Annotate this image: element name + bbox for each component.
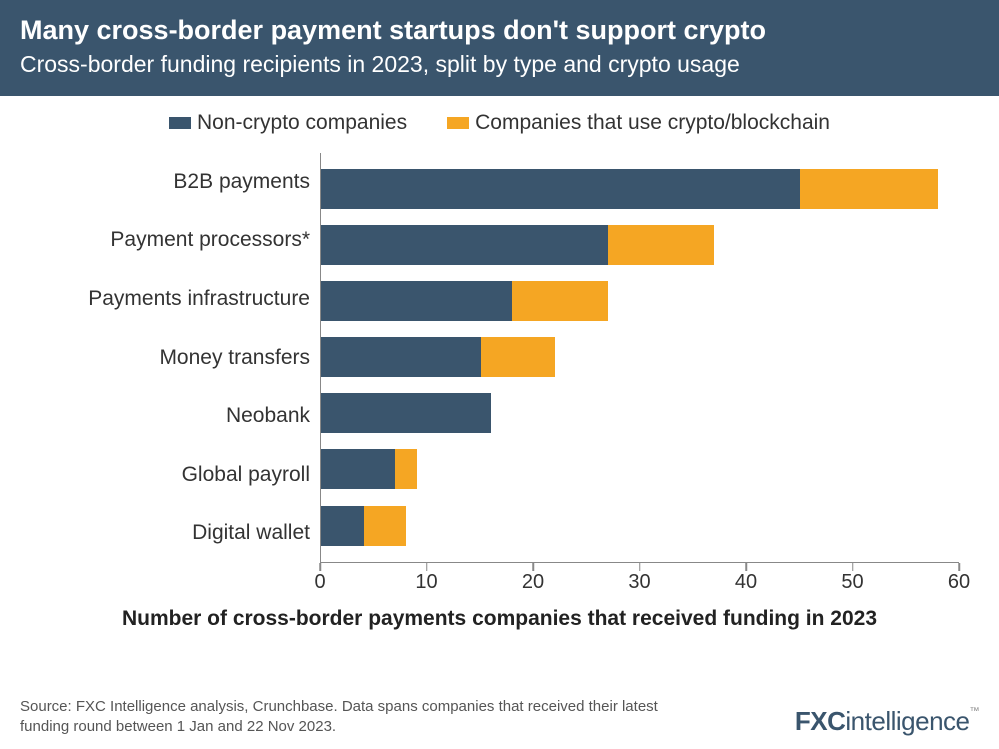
footer: Source: FXC Intelligence analysis, Crunc… — [20, 697, 979, 738]
x-tick-label: 10 — [415, 571, 437, 594]
legend-label: Companies that use crypto/blockchain — [475, 111, 830, 135]
y-label: Payments infrastructure — [40, 274, 310, 324]
legend: Non-crypto companies Companies that use … — [40, 111, 959, 135]
x-tick-label: 40 — [735, 571, 757, 594]
x-tick-mark — [319, 563, 321, 571]
bar-segment-noncrypto — [321, 393, 491, 433]
bar-segment-crypto — [481, 337, 555, 377]
x-axis-label: Number of cross-border payments companie… — [40, 607, 959, 631]
bar-segment-crypto — [800, 169, 938, 209]
x-tick-label: 60 — [948, 571, 970, 594]
y-axis-labels: B2B payments Payment processors* Payment… — [40, 153, 320, 563]
bars-region — [320, 153, 959, 563]
y-label: Global payroll — [40, 450, 310, 500]
x-tick-mark — [958, 563, 960, 571]
bar-row — [321, 506, 959, 546]
chart-area: Non-crypto companies Companies that use … — [0, 96, 999, 631]
bar-segment-noncrypto — [321, 449, 395, 489]
bar-row — [321, 337, 959, 377]
brand-logo: FXCintelligence™ — [795, 706, 979, 737]
bar-row — [321, 169, 959, 209]
y-label: Money transfers — [40, 333, 310, 383]
logo-suffix: intelligence — [845, 706, 969, 736]
bar-segment-crypto — [364, 506, 407, 546]
chart-title: Many cross-border payment startups don't… — [20, 14, 979, 48]
source-text: Source: FXC Intelligence analysis, Crunc… — [20, 697, 700, 738]
legend-label: Non-crypto companies — [197, 111, 407, 135]
x-tick-label: 20 — [522, 571, 544, 594]
x-tick-mark — [532, 563, 534, 571]
y-label: Digital wallet — [40, 508, 310, 558]
bar-segment-noncrypto — [321, 281, 512, 321]
legend-swatch — [447, 117, 469, 129]
logo-tm: ™ — [970, 706, 980, 717]
x-tick-mark — [639, 563, 641, 571]
logo-prefix: FXC — [795, 706, 846, 736]
x-tick-mark — [745, 563, 747, 571]
y-label: Payment processors* — [40, 215, 310, 265]
bar-row — [321, 449, 959, 489]
bar-segment-noncrypto — [321, 169, 800, 209]
bar-segment-crypto — [395, 449, 416, 489]
x-tick-mark — [426, 563, 428, 571]
bar-segment-noncrypto — [321, 225, 608, 265]
bar-row — [321, 281, 959, 321]
y-label: Neobank — [40, 391, 310, 441]
bar-row — [321, 225, 959, 265]
plot: B2B payments Payment processors* Payment… — [40, 153, 959, 563]
x-tick-label: 30 — [628, 571, 650, 594]
chart-header: Many cross-border payment startups don't… — [0, 0, 999, 96]
bar-segment-noncrypto — [321, 506, 364, 546]
bar-segment-noncrypto — [321, 337, 481, 377]
x-tick-mark — [852, 563, 854, 571]
chart-subtitle: Cross-border funding recipients in 2023,… — [20, 50, 979, 80]
legend-swatch — [169, 117, 191, 129]
y-label: B2B payments — [40, 157, 310, 207]
bar-segment-crypto — [512, 281, 608, 321]
bar-row — [321, 393, 959, 433]
legend-item-crypto: Companies that use crypto/blockchain — [447, 111, 830, 135]
legend-item-noncrypto: Non-crypto companies — [169, 111, 407, 135]
x-tick-label: 50 — [841, 571, 863, 594]
bar-segment-crypto — [608, 225, 714, 265]
x-tick-label: 0 — [314, 571, 325, 594]
x-axis: 0102030405060 — [320, 563, 959, 593]
